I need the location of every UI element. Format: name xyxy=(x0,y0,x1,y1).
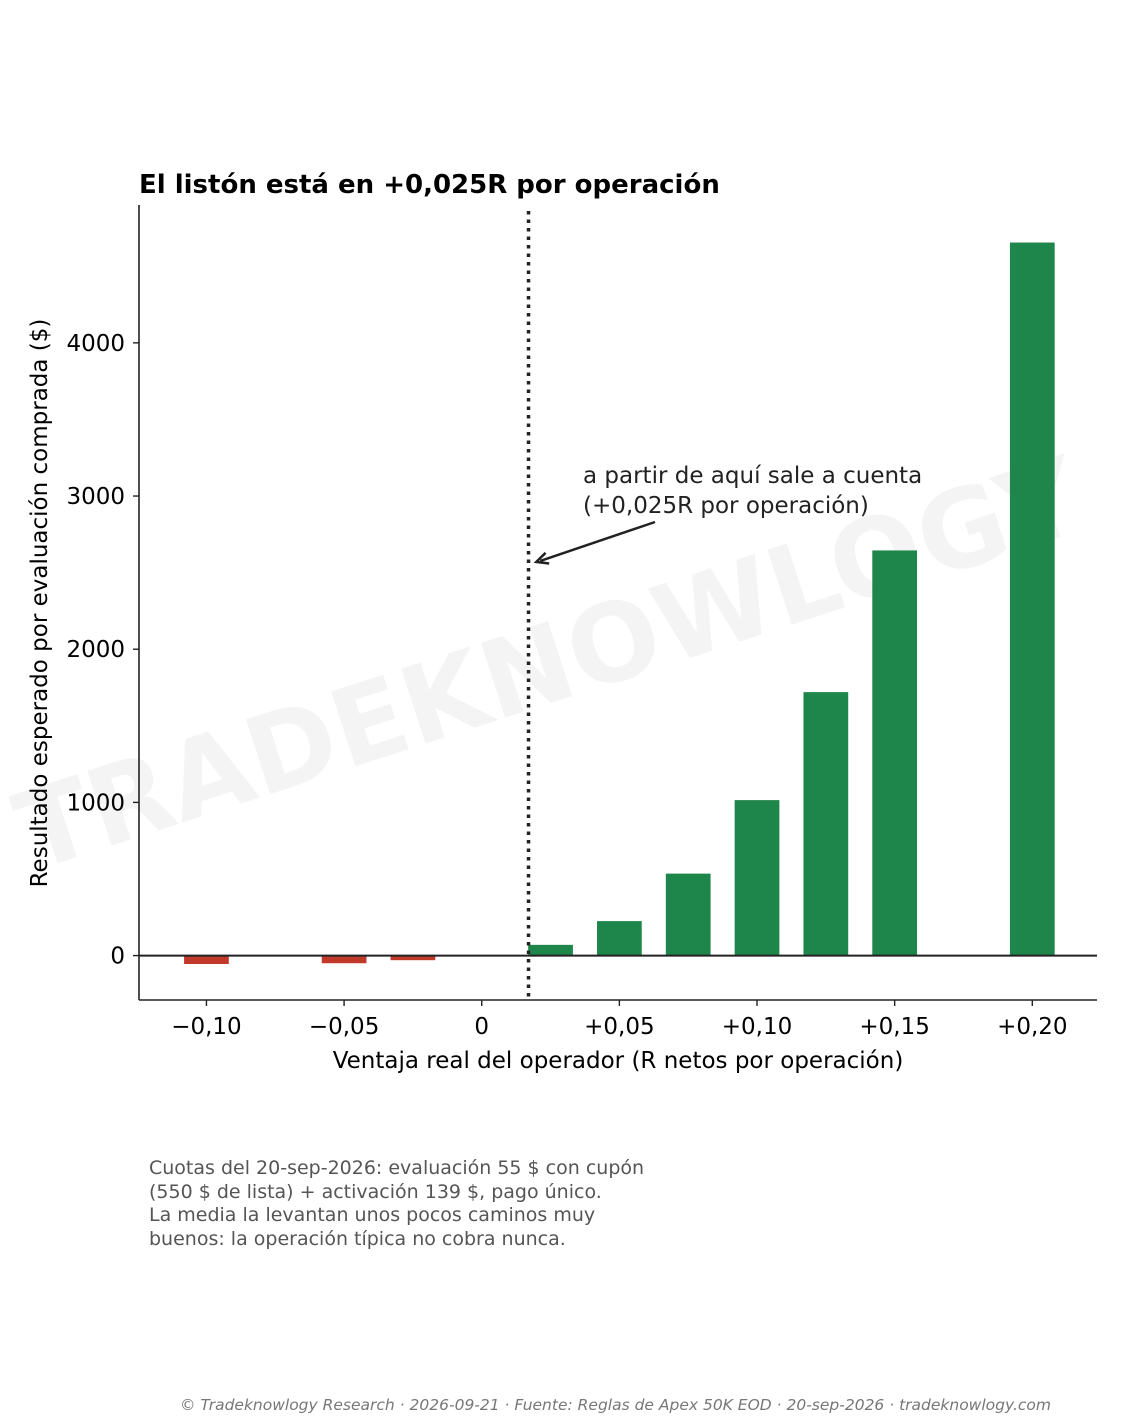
annotation: a partir de aquí sale a cuenta (+0,025R p… xyxy=(526,211,922,1000)
y-tick-label: 0 xyxy=(110,944,125,970)
x-tick-label: −0,10 xyxy=(171,1014,241,1040)
bar xyxy=(528,944,573,956)
bar xyxy=(184,955,229,965)
annotation-text: a partir de aquí sale a cuenta xyxy=(583,463,922,489)
bar xyxy=(665,873,711,956)
x-tick-label: 0 xyxy=(474,1014,489,1040)
annotation-arrow xyxy=(539,520,656,563)
bar xyxy=(734,800,780,956)
footer-credits: © Tradeknowlogy Research · 2026-09-21 · … xyxy=(180,1396,1051,1414)
bar xyxy=(803,692,849,956)
chart-note: Cuotas del 20-sep-2026: evaluación 55 $ … xyxy=(149,1157,645,1250)
y-tick-label: 1000 xyxy=(66,790,125,816)
bar-group xyxy=(184,242,1055,965)
bar xyxy=(872,550,918,956)
x-tick-label: −0,05 xyxy=(309,1014,379,1040)
bar xyxy=(597,921,642,956)
x-tick-label: +0,15 xyxy=(859,1014,929,1040)
x-axis-label: Ventaja real del operador (R netos por o… xyxy=(333,1048,904,1074)
watermark: TRADEKNOWLOGY xyxy=(2,434,1098,896)
bar xyxy=(321,955,367,964)
annotation-arrowhead xyxy=(533,551,550,565)
y-tick-label: 2000 xyxy=(66,637,125,663)
bar-chart: TRADEKNOWLOGY El listón está en +0,025R … xyxy=(2,170,1098,1074)
x-tick-label: +0,10 xyxy=(722,1014,792,1040)
chart-title: El listón está en +0,025R por operación xyxy=(139,170,720,200)
y-tick-label: 4000 xyxy=(66,331,125,357)
y-axis-label: Resultado esperado por evaluación compra… xyxy=(27,319,53,888)
y-tick-label: 3000 xyxy=(66,484,125,510)
bar xyxy=(1009,242,1055,956)
annotation-text: (+0,025R por operación) xyxy=(583,493,869,519)
bar xyxy=(390,955,436,961)
axes: −0,10 −0,05 0 +0,05 +0,10 +0,15 +0,20 0 1000 2000… xyxy=(66,205,1097,1040)
x-tick-label: +0,20 xyxy=(997,1014,1067,1040)
x-tick-label: +0,05 xyxy=(584,1014,654,1040)
